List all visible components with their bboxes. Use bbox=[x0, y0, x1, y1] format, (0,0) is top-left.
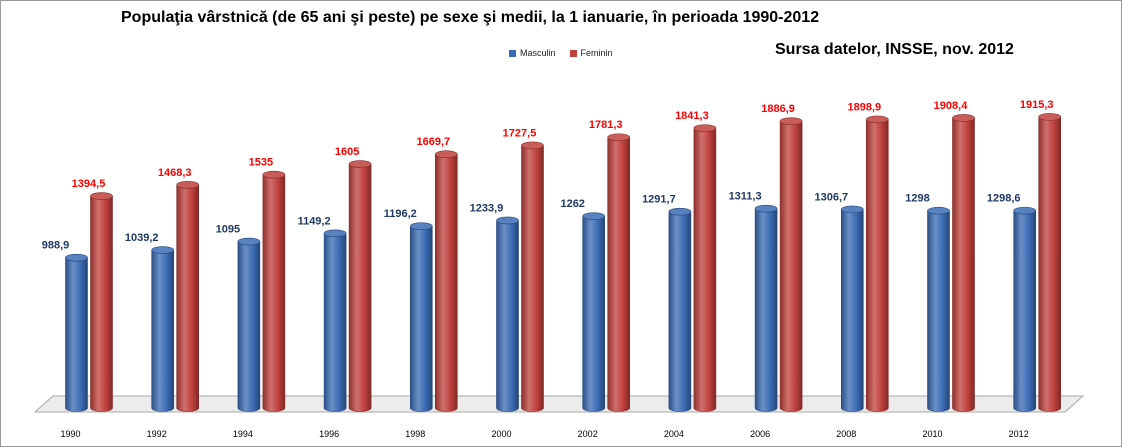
bar-top-masculin-2008 bbox=[840, 205, 864, 214]
chart-title: Populaţia vârstnică (de 65 ani şi peste)… bbox=[121, 9, 820, 26]
data-label-masculin-2004: 1291,7 bbox=[642, 194, 676, 206]
data-label-masculin-1992: 1039,2 bbox=[125, 232, 159, 244]
data-label-feminin-2002: 1781,3 bbox=[589, 119, 623, 131]
bar-top-feminin-2000 bbox=[521, 141, 544, 150]
data-label-feminin-1998: 1669,7 bbox=[416, 136, 450, 148]
data-label-feminin-2008: 1898,9 bbox=[847, 101, 881, 113]
source-note: Sursa datelor, INSSE, nov. 2012 bbox=[775, 41, 1014, 58]
legend-entry-feminin: Feminin bbox=[569, 48, 613, 58]
x-tick-label-2002: 2002 bbox=[578, 429, 598, 439]
x-tick-label-2012: 2012 bbox=[1009, 429, 1029, 439]
bar-top-masculin-2006 bbox=[754, 204, 778, 213]
data-label-masculin-2010: 1298 bbox=[905, 193, 929, 205]
bar-masculin-1996 bbox=[323, 233, 347, 412]
bar-feminin-1998 bbox=[435, 154, 458, 412]
legend-label-masculin: Masculin bbox=[520, 48, 556, 58]
bar-masculin-2002 bbox=[582, 216, 605, 412]
bar-top-masculin-2000 bbox=[496, 216, 519, 225]
bar-feminin-1994 bbox=[262, 174, 286, 412]
legend-label-feminin: Feminin bbox=[580, 48, 613, 58]
data-label-masculin-2000: 1233,9 bbox=[470, 202, 504, 214]
floor-plane bbox=[33, 395, 1085, 413]
data-label-feminin-1996: 1605 bbox=[335, 146, 359, 158]
bar-top-masculin-1990 bbox=[65, 253, 88, 262]
bar-feminin-1992 bbox=[176, 184, 199, 412]
x-tick-label-2010: 2010 bbox=[922, 429, 942, 439]
bar-top-feminin-1998 bbox=[434, 150, 458, 159]
bar-feminin-2000 bbox=[521, 145, 544, 412]
x-tick-label-2008: 2008 bbox=[836, 429, 856, 439]
bar-masculin-2006 bbox=[754, 208, 778, 412]
x-tick-label-1998: 1998 bbox=[405, 429, 425, 439]
bar-masculin-2008 bbox=[841, 209, 864, 412]
x-tick-label-2004: 2004 bbox=[664, 429, 684, 439]
data-label-masculin-1990: 988,9 bbox=[42, 240, 70, 252]
bar-top-feminin-2008 bbox=[865, 115, 889, 124]
bar-top-feminin-2006 bbox=[779, 117, 803, 125]
bar-top-feminin-2010 bbox=[952, 114, 975, 122]
bar-top-masculin-1994 bbox=[237, 237, 261, 246]
data-label-feminin-2006: 1886,9 bbox=[761, 103, 795, 115]
data-label-feminin-1994: 1535 bbox=[249, 157, 273, 169]
bar-feminin-1996 bbox=[348, 163, 372, 412]
bar-masculin-2004 bbox=[668, 211, 692, 412]
data-label-feminin-1990: 1394,5 bbox=[72, 178, 106, 190]
bar-top-feminin-1990 bbox=[90, 192, 113, 200]
bar-top-masculin-2012 bbox=[1013, 206, 1037, 215]
bar-feminin-2006 bbox=[779, 121, 803, 412]
legend-swatch-masculin bbox=[509, 49, 516, 57]
bar-top-masculin-1996 bbox=[323, 229, 347, 238]
data-label-masculin-2006: 1311,3 bbox=[729, 191, 762, 203]
bar-top-feminin-2002 bbox=[607, 133, 631, 142]
bar-feminin-2010 bbox=[952, 117, 975, 412]
legend-swatch-feminin bbox=[569, 49, 577, 57]
x-tick-label-2000: 2000 bbox=[491, 429, 511, 439]
bar-masculin-2010 bbox=[927, 210, 950, 412]
data-label-masculin-2002: 1262 bbox=[560, 198, 584, 210]
bar-top-masculin-2004 bbox=[668, 207, 692, 216]
data-label-feminin-2004: 1841,3 bbox=[675, 110, 709, 122]
bar-top-feminin-1996 bbox=[348, 160, 372, 168]
data-label-feminin-1992: 1468,3 bbox=[158, 167, 192, 179]
data-label-masculin-1998: 1196,2 bbox=[384, 208, 417, 220]
data-label-masculin-2012: 1298,6 bbox=[987, 193, 1021, 205]
bar-top-masculin-1998 bbox=[409, 222, 433, 230]
x-tick-label-2006: 2006 bbox=[750, 429, 770, 439]
x-tick-label-1996: 1996 bbox=[319, 429, 339, 439]
bar-feminin-2008 bbox=[866, 119, 889, 412]
legend-entry-masculin: Masculin bbox=[509, 48, 556, 58]
data-label-masculin-1994: 1095 bbox=[216, 224, 240, 236]
bar-feminin-1990 bbox=[90, 195, 113, 412]
bar-top-feminin-2012 bbox=[1038, 113, 1061, 121]
bar-top-masculin-1992 bbox=[151, 246, 174, 254]
bar-feminin-2004 bbox=[693, 128, 717, 412]
bar-top-feminin-1994 bbox=[262, 170, 286, 179]
data-label-masculin-1996: 1149,2 bbox=[298, 215, 331, 227]
legend: Masculin Feminin bbox=[509, 48, 613, 58]
bar-masculin-1992 bbox=[151, 249, 174, 412]
x-tick-label-1990: 1990 bbox=[60, 429, 80, 439]
data-label-masculin-2008: 1306,7 bbox=[814, 191, 848, 203]
bar-top-masculin-2002 bbox=[582, 212, 606, 220]
bar-feminin-2002 bbox=[607, 137, 630, 412]
bar-masculin-1994 bbox=[237, 241, 261, 412]
bar-masculin-1998 bbox=[410, 226, 433, 412]
bar-feminin-2012 bbox=[1038, 116, 1061, 412]
data-label-feminin-2010: 1908,4 bbox=[934, 100, 969, 112]
bar-masculin-2000 bbox=[496, 220, 519, 412]
bar-masculin-2012 bbox=[1013, 210, 1036, 412]
bar-masculin-1990 bbox=[65, 257, 88, 412]
bar-top-feminin-2004 bbox=[693, 124, 717, 132]
bar-top-masculin-2010 bbox=[927, 206, 950, 215]
data-label-feminin-2000: 1727,5 bbox=[503, 127, 537, 139]
x-tick-label-1992: 1992 bbox=[147, 429, 167, 439]
x-tick-label-1994: 1994 bbox=[233, 429, 253, 439]
data-label-feminin-2012: 1915,3 bbox=[1020, 99, 1054, 111]
bar-top-feminin-1992 bbox=[176, 181, 199, 189]
